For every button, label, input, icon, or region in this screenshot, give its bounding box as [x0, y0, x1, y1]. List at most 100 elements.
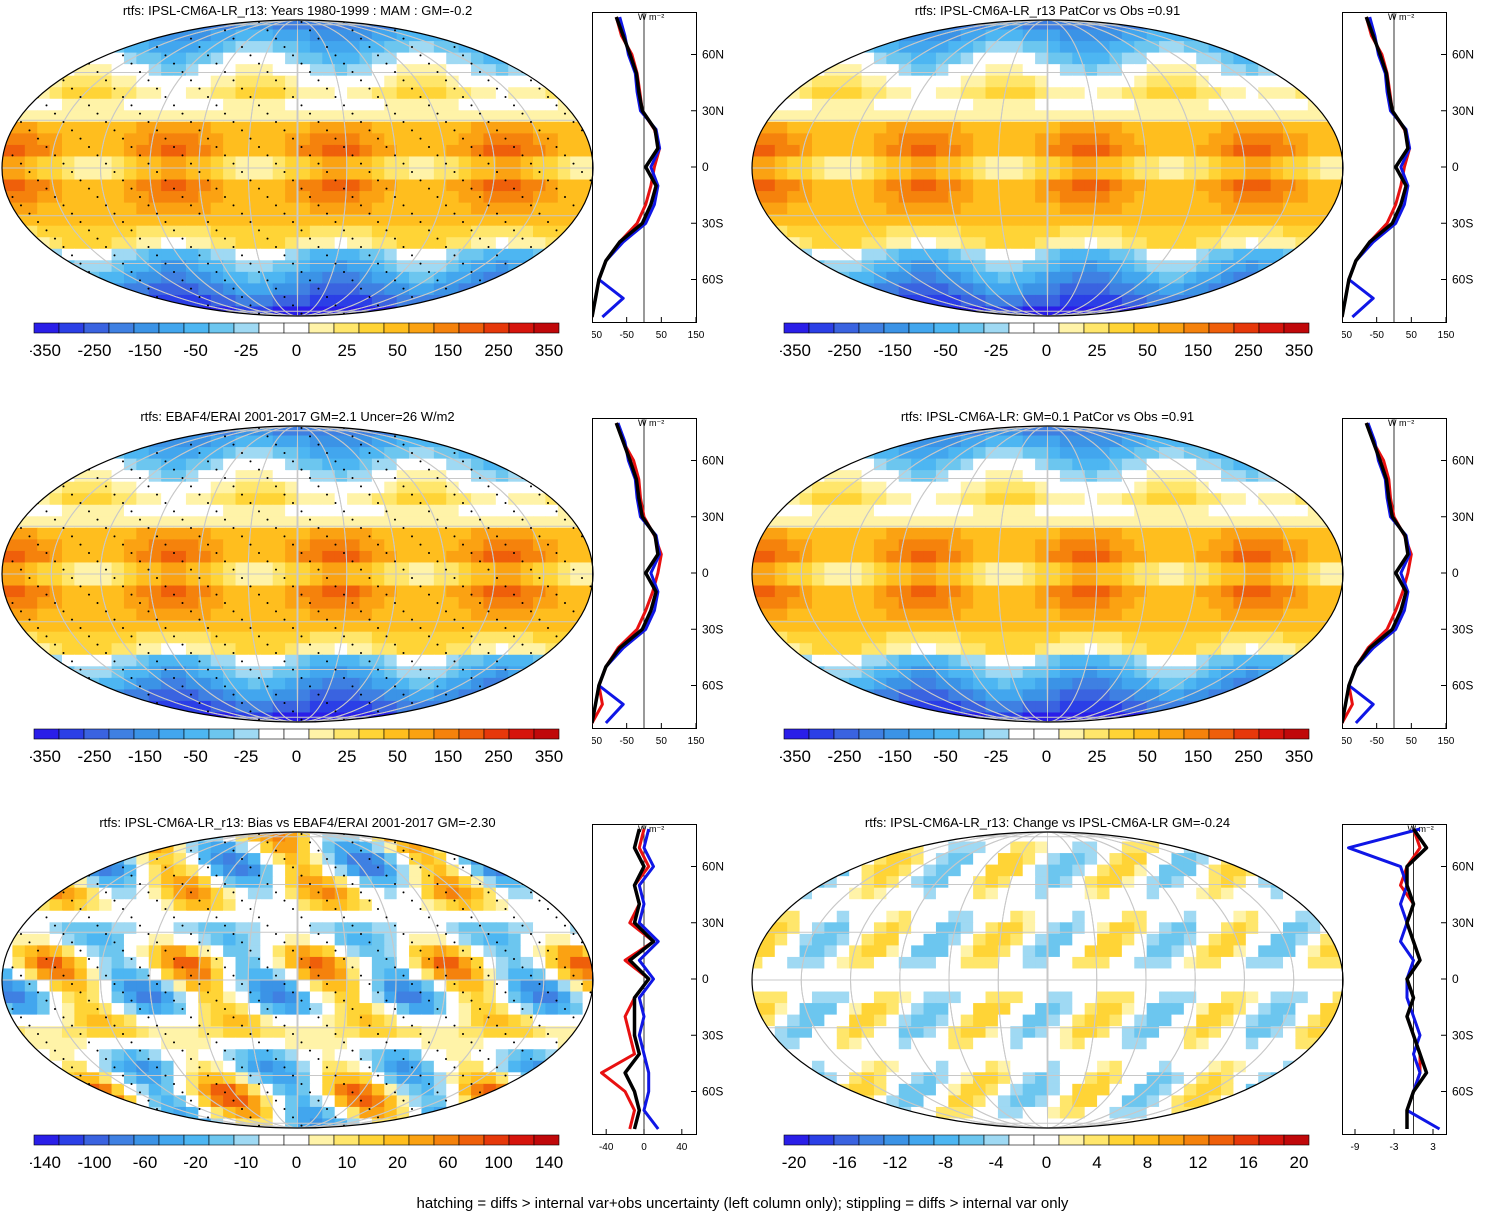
colorbar-swatch [308, 322, 335, 334]
colorbar-tick-label: 100 [484, 1153, 512, 1172]
colorbar-swatch [333, 1134, 360, 1146]
colorbar-swatch [1008, 728, 1035, 740]
zonal-series-line [623, 828, 656, 1130]
lat-tick-label: 0 [702, 972, 709, 986]
colorbar-swatch [1083, 322, 1110, 334]
zonal-x-tick-label: 150 [688, 736, 705, 747]
zonal-x-tick-label: 150 [688, 330, 705, 341]
zonal-mean-plot: W m⁻² 60N 30N 0 30S 60S -40 0 40 [592, 824, 724, 1153]
colorbar-swatch [1158, 1134, 1185, 1146]
colorbar-swatch [108, 728, 135, 740]
lat-tick-label: 0 [702, 566, 709, 580]
colorbar-swatch [1283, 322, 1310, 334]
colorbar-swatch [958, 1134, 985, 1146]
colorbar-swatch [1158, 322, 1185, 334]
colorbar-tick-label: -150 [878, 341, 912, 360]
colorbar-swatch [1083, 728, 1110, 740]
colorbar-tick-label: -350 [780, 747, 811, 766]
colorbar-tick-label: 0 [1042, 1153, 1051, 1172]
colorbar-swatch [1283, 1134, 1310, 1146]
zonal-units: W m⁻² [638, 418, 664, 428]
colorbar-swatch [108, 322, 135, 334]
robinson-map [751, 831, 1344, 1129]
panel-4: rtfs: IPSL-CM6A-LR: GM=0.1 PatCor vs Obs… [750, 406, 1485, 806]
colorbar-tick-label: 20 [1290, 1153, 1309, 1172]
field-cells [752, 20, 1343, 316]
colorbar-swatch [258, 728, 285, 740]
lat-tick-label: 0 [1452, 566, 1459, 580]
colorbar-swatch [1108, 322, 1135, 334]
colorbar-swatch [1133, 1134, 1160, 1146]
colorbar-swatch [208, 728, 235, 740]
robinson-map [1, 425, 594, 723]
zonal-x-tick-label: 3 [1430, 1142, 1436, 1153]
zonal-mean-plot: W m⁻² 60N 30N 0 30S 60S -150 -50 50 150 [1342, 418, 1474, 747]
colorbar-swatch [458, 1134, 485, 1146]
zonal-series-line [592, 16, 660, 318]
colorbar-swatch [1033, 1134, 1060, 1146]
colorbar-swatch [208, 1134, 235, 1146]
colorbar-tick-label: -250 [827, 747, 861, 766]
lat-tick-label: 30S [702, 622, 723, 636]
colorbar-swatch [883, 322, 910, 334]
colorbar-tick-label: 16 [1239, 1153, 1258, 1172]
colorbar-swatch [333, 322, 360, 334]
zonal-x-tick-label: -50 [1369, 736, 1384, 747]
colorbar-swatch [33, 322, 60, 334]
colorbar-swatch [808, 728, 835, 740]
lat-tick-label: 60S [1452, 1085, 1473, 1099]
colorbar-swatch [933, 1134, 960, 1146]
colorbar-swatch [108, 1134, 135, 1146]
colorbar-swatch [83, 1134, 110, 1146]
colorbar-swatch [933, 322, 960, 334]
colorbar-swatch [1233, 1134, 1260, 1146]
colorbar-tick-label: -100 [77, 1153, 111, 1172]
colorbar-swatch [983, 1134, 1010, 1146]
colorbar-swatch [233, 322, 260, 334]
colorbar-swatch [483, 1134, 510, 1146]
robinson-map [1, 831, 594, 1129]
colorbar-tick-label: -16 [832, 1153, 857, 1172]
lat-tick-label: 60S [1452, 679, 1473, 693]
colorbar-tick-label: -4 [988, 1153, 1003, 1172]
lat-tick-label: 60N [702, 860, 724, 874]
colorbar-swatch [58, 322, 85, 334]
colorbar-swatch [833, 322, 860, 334]
zonal-x-tick-label: -50 [619, 330, 634, 341]
colorbar-swatch [158, 322, 185, 334]
colorbar-swatch [983, 322, 1010, 334]
colorbar-tick-label: 150 [434, 747, 462, 766]
colorbar-swatch [858, 322, 885, 334]
colorbar-tick-label: 140 [535, 1153, 563, 1172]
footnote: hatching = diffs > internal var+obs unce… [416, 1195, 1069, 1212]
colorbar-swatch [358, 728, 385, 740]
colorbar-tick-label: -350 [30, 341, 61, 360]
zonal-series-line [1347, 827, 1441, 1131]
lat-tick-label: 30N [1452, 104, 1474, 118]
zonal-units: W m⁻² [638, 824, 664, 834]
zonal-mean-plot: W m⁻² 60N 30N 0 30S 60S -150 -50 50 150 [592, 418, 724, 747]
colorbar-tick-label: -150 [878, 747, 912, 766]
colorbar-tick-label: 25 [338, 341, 357, 360]
colorbar-swatch [258, 1134, 285, 1146]
colorbar-tick-label: 0 [1042, 341, 1051, 360]
colorbar-tick-label: 50 [388, 747, 407, 766]
lat-tick-label: 60S [1452, 273, 1473, 287]
colorbar-swatch [1233, 322, 1260, 334]
lat-tick-label: 60N [1452, 454, 1474, 468]
zonal-x-tick-label: 50 [656, 330, 668, 341]
colorbar-swatch [283, 1134, 310, 1146]
colorbar-tick-label: 250 [484, 341, 512, 360]
zonal-units: W m⁻² [1408, 824, 1434, 834]
colorbar-swatch [833, 1134, 860, 1146]
colorbar-tick-label: 250 [1234, 341, 1262, 360]
panel-title: rtfs: IPSL-CM6A-LR_r13: Bias vs EBAF4/ER… [99, 815, 496, 830]
colorbar-swatch [383, 322, 410, 334]
colorbar-tick-label: 150 [1184, 747, 1212, 766]
zonal-x-tick-label: 150 [1438, 736, 1455, 747]
lat-tick-label: 30N [1452, 916, 1474, 930]
robinson-map [1, 19, 594, 317]
lat-tick-label: 60S [702, 273, 723, 287]
colorbar-swatch [133, 322, 160, 334]
lat-tick-label: 60N [1452, 860, 1474, 874]
